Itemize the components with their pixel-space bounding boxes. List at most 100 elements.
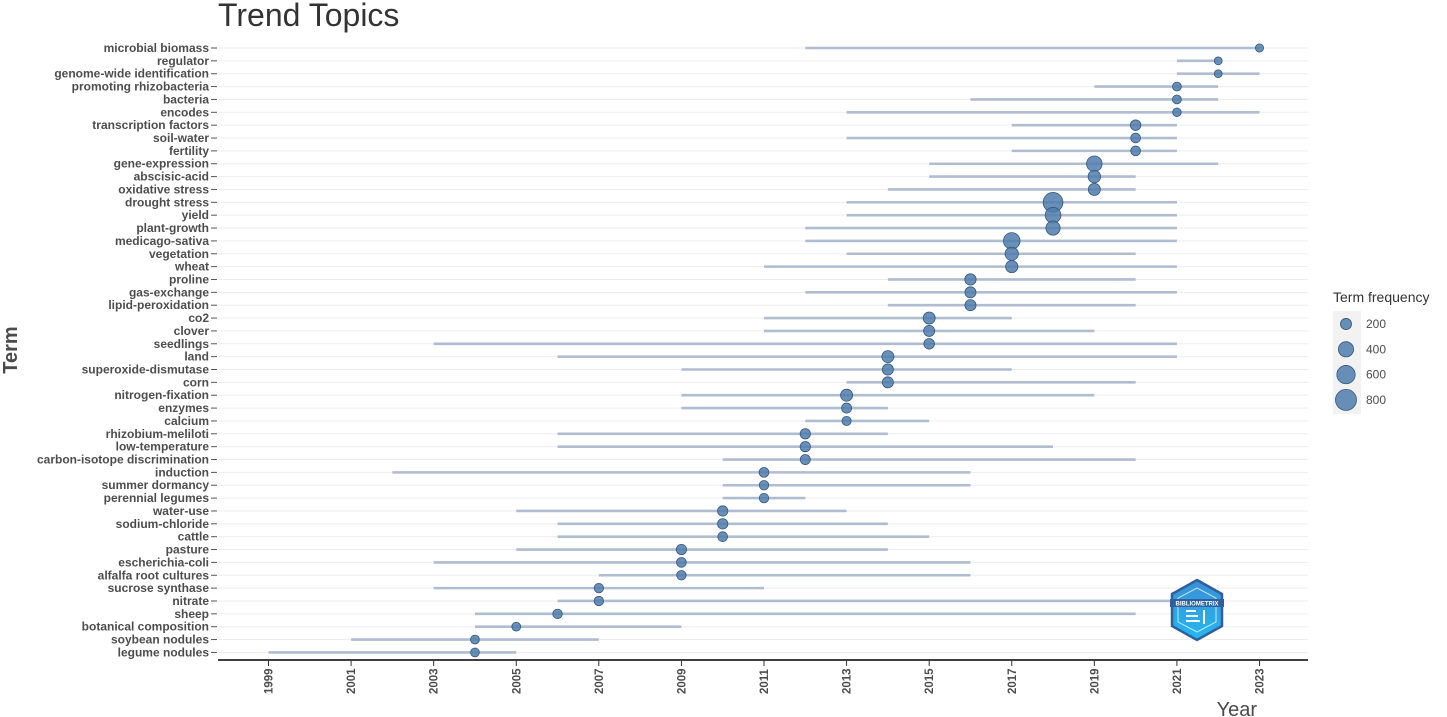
- median-point: [964, 299, 977, 312]
- term-label: lipid-peroxidation: [108, 298, 209, 312]
- term-label: fertility: [169, 144, 209, 158]
- legend-label: 600: [1366, 368, 1386, 382]
- median-point: [799, 454, 811, 465]
- term-label: legume nodules: [118, 645, 210, 659]
- x-axis-label: Year: [1217, 699, 1258, 717]
- median-point: [1004, 246, 1019, 261]
- x-tick-label: 2019: [1089, 668, 1101, 694]
- median-point: [799, 428, 811, 440]
- term-label: drought stress: [125, 195, 209, 209]
- term-label: low-temperature: [116, 440, 210, 454]
- legend-label: 400: [1366, 342, 1386, 356]
- legend-key-circle: [1340, 318, 1352, 330]
- median-point: [1213, 69, 1223, 79]
- term-label: pasture: [166, 543, 210, 557]
- logo-text: BIBLIOMETRIX: [1176, 602, 1219, 608]
- median-point: [1086, 155, 1103, 172]
- term-label: clover: [174, 324, 210, 338]
- median-point: [1130, 145, 1141, 157]
- median-point: [1129, 119, 1142, 131]
- term-label: bacteria: [163, 92, 209, 106]
- term-label: co2: [188, 311, 209, 325]
- median-point: [552, 608, 563, 619]
- legend-items: 200 400 600 800: [1335, 317, 1386, 411]
- median-point: [964, 286, 977, 299]
- logo-hexagon: [1170, 578, 1224, 642]
- median-point: [923, 338, 935, 350]
- logo-symbol-icon: [1186, 610, 1205, 624]
- term-label: oxidative stress: [118, 182, 209, 196]
- term-label: microbial biomass: [104, 41, 210, 55]
- median-point: [1045, 220, 1061, 236]
- median-point: [1213, 56, 1223, 66]
- median-point: [799, 441, 811, 453]
- median-point: [717, 531, 728, 542]
- median-point: [1172, 107, 1182, 117]
- term-label: summer dormancy: [102, 478, 210, 492]
- median-point: [758, 480, 770, 491]
- median-point: [1172, 81, 1182, 92]
- median-point: [511, 621, 522, 632]
- term-label: promoting rhizobacteria: [72, 80, 210, 94]
- term-label: yield: [182, 208, 209, 222]
- term-label: encodes: [160, 105, 209, 119]
- median-point: [675, 543, 687, 556]
- median-point: [758, 467, 770, 478]
- term-label: medicago-sativa: [115, 234, 209, 248]
- term-label: botanical composition: [82, 620, 209, 634]
- term-label: escherichia-coli: [118, 555, 209, 569]
- median-point: [676, 570, 687, 581]
- median-point: [1255, 43, 1265, 53]
- x-tick-label: 2003: [429, 668, 441, 694]
- x-tick-label: 2011: [759, 668, 771, 694]
- median-point: [470, 634, 480, 645]
- legend-key-circle: [1338, 341, 1355, 358]
- median-point: [717, 505, 729, 517]
- x-tick-label: 2005: [511, 668, 523, 694]
- term-label: land: [184, 350, 209, 364]
- legend-key-circle: [1336, 365, 1356, 385]
- median-point: [470, 647, 480, 658]
- x-tick-label: 2007: [594, 668, 606, 694]
- median-point: [841, 402, 853, 414]
- median-point: [841, 415, 852, 426]
- chart-title: Trend Topics: [218, 0, 399, 33]
- x-tick-label: 2017: [1007, 668, 1019, 694]
- median-point: [593, 582, 604, 594]
- x-tick-label: 2009: [676, 668, 688, 694]
- term-label: water-use: [152, 504, 209, 518]
- term-label: enzymes: [158, 401, 209, 415]
- term-label: plant-growth: [136, 221, 209, 235]
- term-label: cattle: [178, 530, 210, 544]
- term-label: proline: [169, 272, 209, 286]
- legend-key-circle: [1335, 389, 1357, 411]
- bibliometrix-logo: BIBLIOMETRIX: [1170, 578, 1224, 642]
- median-point: [1087, 169, 1101, 184]
- term-label: wheat: [174, 260, 209, 274]
- median-point: [1172, 94, 1182, 105]
- legend: Term frequency 200 400 600 800: [1333, 289, 1429, 414]
- median-point: [922, 311, 936, 325]
- x-tick-label: 2013: [842, 668, 854, 694]
- term-label: genome-wide identification: [54, 67, 209, 81]
- median-point: [1087, 183, 1101, 196]
- median-point: [840, 388, 854, 402]
- legend-title: Term frequency: [1333, 289, 1429, 305]
- term-label: carbon-isotope discrimination: [37, 453, 209, 467]
- logo-banner: [1170, 599, 1224, 607]
- logo-inner-hexagon: [1177, 587, 1217, 633]
- term-label: transcription factors: [92, 118, 209, 132]
- x-tick-label: 2023: [1255, 668, 1267, 694]
- term-label: sheep: [174, 607, 209, 621]
- x-tick-label: 2021: [1172, 668, 1184, 694]
- term-label: nitrate: [172, 594, 209, 608]
- term-label: seedlings: [154, 337, 210, 351]
- legend-label: 200: [1366, 317, 1386, 331]
- term-label: soybean nodules: [111, 633, 209, 647]
- term-label: regulator: [157, 54, 209, 68]
- median-points: [470, 43, 1265, 658]
- median-point: [881, 376, 894, 389]
- y-axis-label: Term: [0, 326, 22, 373]
